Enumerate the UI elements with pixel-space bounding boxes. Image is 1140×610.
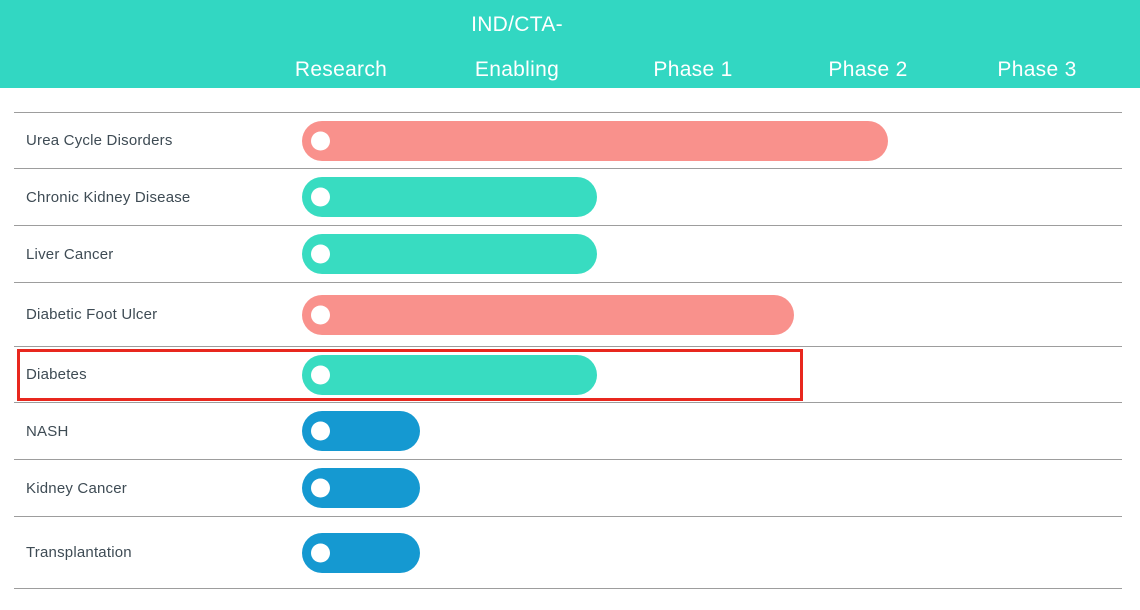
- stage-progress-bar[interactable]: [302, 294, 794, 335]
- stage-header: Research IND/CTA- Enabling Phase 1 Phase…: [0, 0, 1140, 88]
- bar-start-dot-icon: [311, 244, 330, 264]
- column-header-research: Research: [295, 57, 387, 83]
- pipeline-row: Diabetes: [14, 346, 1122, 402]
- stage-progress-bar[interactable]: [302, 468, 420, 508]
- stage-progress-bar[interactable]: [302, 234, 597, 274]
- indication-label: Liver Cancer: [26, 245, 114, 263]
- bar-start-dot-icon: [311, 305, 330, 324]
- indication-label: Kidney Cancer: [26, 479, 127, 497]
- column-header-label: Research: [294, 58, 388, 81]
- pipeline-row: Diabetic Foot Ulcer: [14, 282, 1122, 346]
- column-header-label: Phase 1: [653, 58, 733, 81]
- pipeline-row: Chronic Kidney Disease: [14, 168, 1122, 225]
- indication-label: NASH: [26, 422, 69, 440]
- column-header-label: Phase 2: [828, 58, 908, 81]
- pipeline-row: NASH: [14, 402, 1122, 459]
- bar-start-dot-icon: [311, 187, 330, 207]
- column-header-label: IND/CTA-: [471, 13, 563, 36]
- indication-label: Transplantation: [26, 544, 132, 561]
- indication-label: Diabetes: [26, 366, 87, 383]
- pipeline-rows: Urea Cycle Disorders Chronic Kidney Dise…: [14, 112, 1122, 589]
- bar-start-dot-icon: [311, 478, 330, 498]
- column-header-phase-3: Phase 3: [997, 57, 1076, 83]
- stage-progress-bar[interactable]: [302, 354, 597, 395]
- stage-progress-bar[interactable]: [302, 120, 888, 161]
- pipeline-row: Urea Cycle Disorders: [14, 112, 1122, 168]
- bar-start-dot-icon: [311, 421, 330, 441]
- bar-start-dot-icon: [311, 365, 330, 384]
- column-header-phase-1: Phase 1: [653, 57, 732, 83]
- column-header-ind-cta-enabling: IND/CTA- Enabling: [471, 12, 563, 83]
- pipeline-row: Transplantation: [14, 516, 1122, 588]
- pipeline-row: Kidney Cancer: [14, 459, 1122, 516]
- column-header-label: Phase 3: [997, 58, 1077, 81]
- stage-progress-bar[interactable]: [302, 177, 597, 217]
- pipeline-row: Liver Cancer: [14, 225, 1122, 282]
- bar-start-dot-icon: [311, 131, 330, 150]
- indication-label: Urea Cycle Disorders: [26, 132, 173, 149]
- bar-start-dot-icon: [311, 543, 330, 562]
- indication-label: Chronic Kidney Disease: [26, 188, 191, 206]
- column-header-phase-2: Phase 2: [828, 57, 907, 83]
- stage-progress-bar[interactable]: [302, 532, 420, 573]
- stage-progress-bar[interactable]: [302, 411, 420, 451]
- column-header-label: Enabling: [474, 58, 560, 81]
- indication-label: Diabetic Foot Ulcer: [26, 306, 158, 323]
